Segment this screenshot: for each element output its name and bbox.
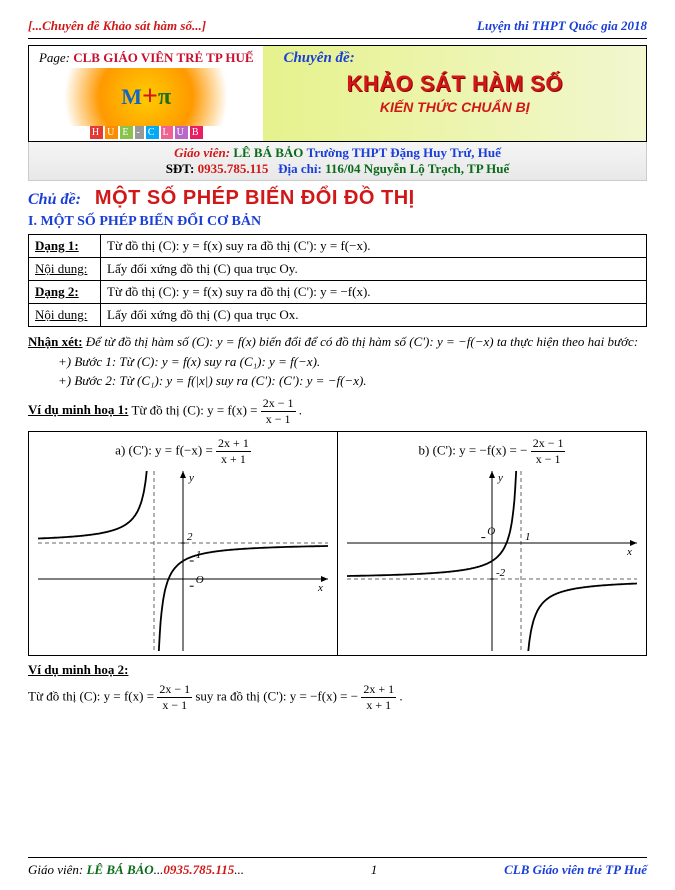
remark-text: Để từ đồ thị hàm số (C): y = f(x) biến đ…: [86, 334, 638, 349]
footer-gv-label: Giáo viên:: [28, 862, 86, 877]
footer-gv-name: LÊ BÁ BẢO: [86, 862, 153, 877]
frac-den: x − 1: [261, 412, 296, 427]
chart-a: y x 2 O 1: [33, 471, 333, 651]
frac-num: 2x + 1: [361, 682, 396, 698]
svg-text:-2: -2: [496, 567, 506, 579]
graph-b-head: b) (C'): y = −f(x) = − 2x − 1 x − 1: [342, 436, 642, 467]
row-text: Từ đồ thị (C): y = f(x) suy ra đồ thị (C…: [101, 281, 647, 304]
remark-step1: +) Bước 1: Từ (C): y = f(x) suy ra (C₁):…: [28, 352, 647, 372]
row-label: Dạng 1:: [29, 235, 101, 258]
club-name: CLB GIÁO VIÊN TRẺ TP HUẾ: [73, 50, 253, 65]
footer-phone: 0935.785.115: [163, 862, 234, 877]
phone-label: SĐT:: [166, 161, 195, 176]
example-2-dot: .: [399, 688, 402, 703]
row-text: Lấy đối xứng đồ thị (C) qua trục Oy.: [101, 258, 647, 281]
graphs-table: a) (C'): y = f(−x) = 2x + 1 x + 1 yx2O1 …: [28, 431, 647, 656]
example-1-fraction: 2x − 1 x − 1: [261, 396, 296, 427]
definition-table: Dạng 1:Từ đồ thị (C): y = f(x) suy ra đồ…: [28, 234, 647, 327]
main-title: MỘT SỐ PHÉP BIẾN ĐỔI ĐỒ THỊ: [95, 187, 415, 210]
row-text: Lấy đối xứng đồ thị (C) qua trục Ox.: [101, 304, 647, 327]
graph-a-head: a) (C'): y = f(−x) = 2x + 1 x + 1: [33, 436, 333, 467]
frac-den: x + 1: [216, 452, 251, 467]
logo-m: M: [121, 84, 142, 110]
graph-cell-a: a) (C'): y = f(−x) = 2x + 1 x + 1 y x 2 O 1: [29, 431, 338, 655]
graph-cell-b: b) (C'): y = −f(x) = − 2x − 1 x − 1 y x 1 -…: [338, 431, 647, 655]
remark-label: Nhận xét:: [28, 334, 83, 349]
graph-a-prefix: a) (C'): y = f(−x) =: [115, 442, 216, 457]
row-text: Từ đồ thị (C): y = f(x) suy ra đồ thị (C…: [101, 235, 647, 258]
doc-header: [...Chuyên đề Khảo sát hàm số...] Luyện …: [28, 18, 647, 34]
teacher-line-1: Giáo viên: LÊ BÁ BẢO Trường THPT Đặng Hu…: [29, 145, 646, 161]
frac-num: 2x − 1: [157, 682, 192, 698]
phone-number: 0935.785.115: [198, 161, 269, 176]
club-page-line: Page: CLB GIÁO VIÊN TRẺ TP HUẾ: [33, 50, 259, 66]
teacher-label: Giáo viên:: [174, 145, 230, 160]
example-2-line: Từ đồ thị (C): y = f(x) = 2x − 1 x − 1 s…: [28, 682, 647, 713]
example-1-text: Từ đồ thị (C): y = f(x) =: [131, 402, 260, 417]
document-footer: Giáo viên: LÊ BÁ BẢO...0935.785.115... 1…: [28, 857, 647, 878]
logo-pi-icon: π: [158, 84, 171, 111]
section-1-heading: I. MỘT SỐ PHÉP BIẾN ĐỔI CƠ BẢN: [28, 214, 647, 230]
footer-right: CLB Giáo viên trẻ TP Huế: [504, 862, 647, 878]
example-2-label: Ví dụ minh hoạ 2:: [28, 662, 647, 678]
address-label: Địa chỉ:: [278, 161, 322, 176]
address-text: 116/04 Nguyễn Lộ Trạch, TP Huế: [325, 161, 509, 176]
example-1-dot: .: [299, 402, 302, 417]
chapter-title: KHẢO SÁT HÀM SỐ: [271, 71, 638, 97]
svg-text:1: 1: [525, 531, 531, 543]
school-name: Trường THPT Đặng Huy Trứ, Huế: [307, 145, 501, 160]
example-1-label: Ví dụ minh hoạ 1:: [28, 402, 128, 417]
frac-den: x + 1: [361, 698, 396, 713]
footer-left: Giáo viên: LÊ BÁ BẢO...0935.785.115...: [28, 862, 244, 878]
frac-num: 2x + 1: [216, 436, 251, 452]
svg-text:O: O: [487, 525, 495, 537]
footer-dots-1: ...: [154, 862, 164, 877]
teacher-name: LÊ BÁ BẢO: [233, 145, 303, 160]
svg-text:O: O: [196, 574, 204, 586]
frac-num: 2x − 1: [261, 396, 296, 412]
svg-text:y: y: [497, 472, 503, 484]
banner-left: Page: CLB GIÁO VIÊN TRẺ TP HUẾ M + π HUE…: [29, 46, 263, 141]
chart-b: y x 1 -2 O: [342, 471, 642, 651]
header-rule: [28, 38, 647, 39]
frac-den: x − 1: [157, 698, 192, 713]
remark-block: Nhận xét: Để từ đồ thị hàm số (C): y = f…: [28, 332, 647, 391]
teacher-line-2: SĐT: 0935.785.115 Địa chỉ: 116/04 Nguyễn…: [29, 161, 646, 177]
example-2-pre: Từ đồ thị (C): y = f(x) =: [28, 688, 157, 703]
footer-dots-2: ...: [234, 862, 244, 877]
logo-plus-icon: +: [142, 81, 158, 113]
row-label: Nội dung:: [29, 258, 101, 281]
footer-page: 1: [371, 862, 378, 878]
chapter-subtitle: KIẾN THỨC CHUẨN BỊ: [271, 99, 638, 115]
example-2-frac1: 2x − 1 x − 1: [157, 682, 192, 713]
document-page: [...Chuyên đề Khảo sát hàm số...] Luyện …: [0, 0, 675, 890]
page-label: Page:: [39, 50, 70, 65]
example-2-frac2: 2x + 1 x + 1: [361, 682, 396, 713]
banner-right: Chuyên đề: KHẢO SÁT HÀM SỐ KIẾN THỨC CHU…: [263, 46, 646, 141]
graph-b-fraction: 2x − 1 x − 1: [531, 436, 566, 467]
title-banner: Page: CLB GIÁO VIÊN TRẺ TP HUẾ M + π HUE…: [28, 45, 647, 142]
svg-text:y: y: [188, 472, 194, 484]
row-label: Dạng 2:: [29, 281, 101, 304]
example-2-mid: suy ra đồ thị (C'): y = −f(x) = −: [195, 688, 358, 703]
club-logo: M + π: [33, 68, 259, 126]
frac-den: x − 1: [531, 452, 566, 467]
svg-text:x: x: [626, 546, 632, 558]
graph-a-fraction: 2x + 1 x + 1: [216, 436, 251, 467]
topic-label: Chủ đề:: [28, 191, 81, 209]
chuyen-de-label: Chuyên đề:: [271, 50, 638, 67]
svg-text:x: x: [317, 582, 323, 594]
teacher-info: Giáo viên: LÊ BÁ BẢO Trường THPT Đặng Hu…: [28, 142, 647, 181]
header-left: [...Chuyên đề Khảo sát hàm số...]: [28, 18, 206, 34]
frac-num: 2x − 1: [531, 436, 566, 452]
example-1-line: Ví dụ minh hoạ 1: Từ đồ thị (C): y = f(x…: [28, 396, 647, 427]
remark-step2: +) Bước 2: Từ (C₁): y = f(|x|) suy ra (C…: [28, 371, 647, 391]
svg-text:2: 2: [187, 531, 193, 543]
hue-club-letters: HUE-CLUB: [33, 126, 259, 139]
header-right: Luyện thi THPT Quốc gia 2018: [477, 18, 647, 34]
topic-row: Chủ đề: MỘT SỐ PHÉP BIẾN ĐỔI ĐỒ THỊ: [28, 187, 647, 210]
row-label: Nội dung:: [29, 304, 101, 327]
svg-text:1: 1: [196, 549, 202, 561]
graph-b-prefix: b) (C'): y = −f(x) = −: [419, 442, 528, 457]
